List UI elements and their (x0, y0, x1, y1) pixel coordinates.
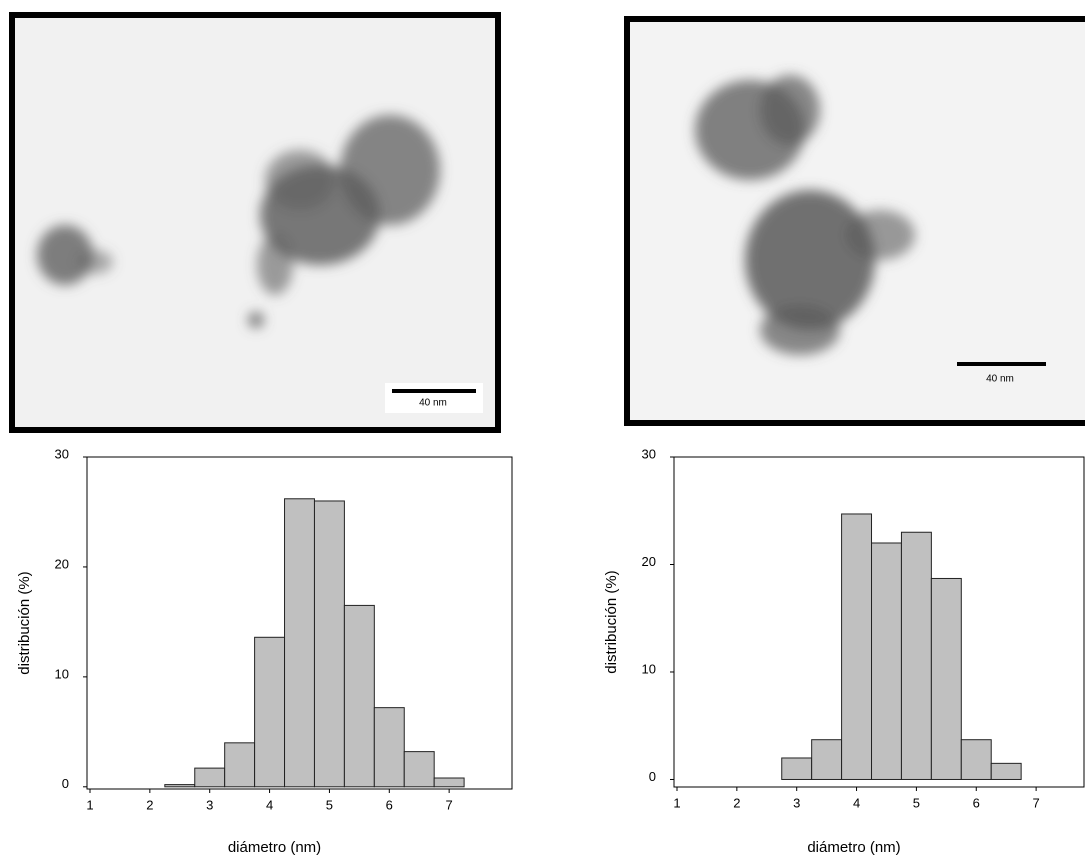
x-tick-label: 4 (266, 797, 273, 812)
y-tick-label: 30 (642, 446, 656, 461)
bar (164, 784, 196, 788)
bar (811, 739, 843, 780)
x-tick-label: 7 (1032, 795, 1039, 810)
tem-image-right: 40 nm (624, 16, 1085, 426)
bar (781, 757, 813, 780)
bar (254, 636, 286, 788)
x-tick-label: 6 (973, 795, 980, 810)
plot-frame (673, 456, 1085, 788)
bar (990, 762, 1022, 780)
y-tick-label: 10 (642, 661, 656, 676)
bar (313, 500, 345, 788)
tem-image-left: 40 nm (9, 12, 501, 433)
x-tick-label: 5 (326, 797, 333, 812)
x-tick-label: 2 (733, 795, 740, 810)
scale-bar-label: 40 nm (986, 374, 1014, 385)
plot-frame (86, 456, 513, 790)
bar (343, 604, 375, 788)
bar (930, 577, 962, 780)
y-tick-label: 30 (55, 446, 69, 461)
bar (403, 751, 435, 788)
y-tick-label: 20 (642, 554, 656, 569)
x-tick-label: 5 (913, 795, 920, 810)
bar (224, 742, 256, 788)
bar (841, 513, 873, 780)
y-tick-label: 10 (55, 666, 69, 681)
bar (900, 531, 932, 780)
y-tick-label: 0 (649, 769, 656, 784)
bar (871, 542, 902, 780)
x-axis-title: diámetro (nm) (807, 839, 900, 855)
bar (194, 767, 226, 788)
y-axis-title: distribución (%) (603, 570, 620, 673)
x-tick-label: 3 (793, 795, 800, 810)
bar (960, 739, 992, 780)
x-axis-title: diámetro (nm) (228, 839, 321, 855)
bar (373, 707, 405, 788)
y-axis-title: distribución (%) (16, 571, 33, 674)
x-tick-label: 1 (673, 795, 680, 810)
x-tick-label: 4 (853, 795, 860, 810)
scale-bar-label: 40 nm (419, 398, 447, 409)
x-tick-label: 6 (386, 797, 393, 812)
y-tick-label: 0 (62, 776, 69, 791)
x-tick-label: 1 (86, 797, 93, 812)
bar (433, 777, 465, 788)
x-tick-label: 3 (206, 797, 213, 812)
bar (284, 498, 315, 788)
x-tick-label: 2 (146, 797, 153, 812)
x-tick-label: 7 (446, 797, 453, 812)
y-tick-label: 20 (55, 556, 69, 571)
